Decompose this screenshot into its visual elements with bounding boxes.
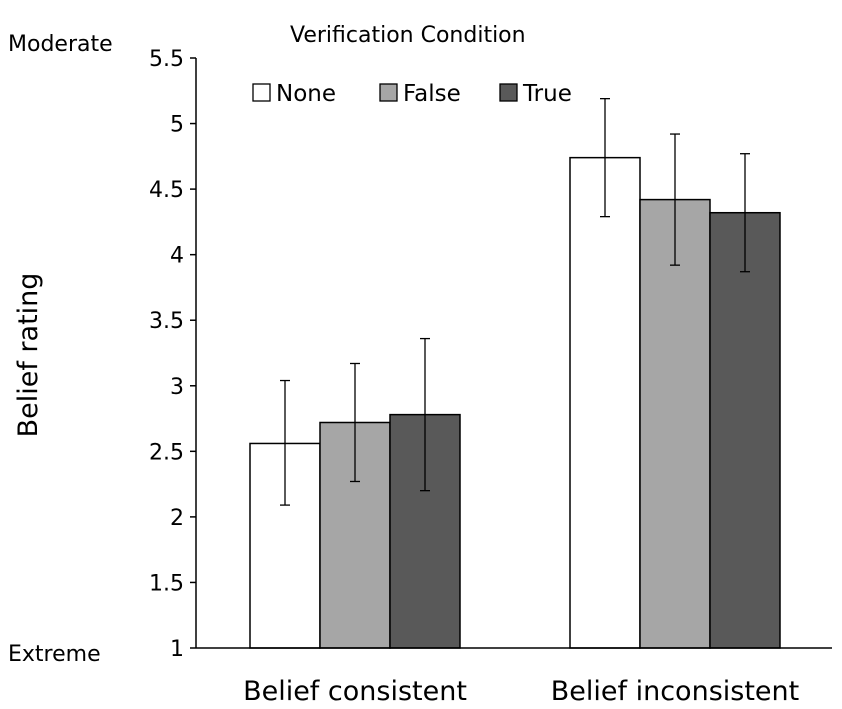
legend-label-true: True <box>522 81 572 107</box>
y-tick-label: 1 <box>170 637 184 662</box>
y-axis: 1 1.5 2 2.5 3 3.5 4 4.5 5 5.5 <box>149 47 197 662</box>
y-axis-label: Belief rating <box>13 273 44 438</box>
bar-true-2 <box>709 211 781 649</box>
y-anchor-label-top: Moderate <box>8 32 113 57</box>
error-bars <box>280 97 750 506</box>
y-tick-label: 3 <box>170 375 184 400</box>
legend-swatch-none <box>252 83 271 102</box>
legend-swatch-false <box>379 83 398 102</box>
y-tick-label: 2 <box>170 506 184 531</box>
y-tick-label: 5 <box>170 113 184 138</box>
bar-none-2 <box>569 156 641 649</box>
legend-label-none: None <box>276 81 336 107</box>
y-tick-label: 1.5 <box>149 571 184 596</box>
bar-false-2 <box>639 198 711 649</box>
y-tick-label: 4.5 <box>149 178 184 203</box>
x-axis: Belief consistent Belief inconsistent <box>196 647 832 707</box>
bars <box>249 156 781 649</box>
x-category-label: Belief consistent <box>243 676 467 707</box>
y-tick-label: 3.5 <box>149 309 184 334</box>
legend-label-false: False <box>403 81 461 107</box>
legend-swatch-true <box>499 83 518 102</box>
x-category-label: Belief inconsistent <box>551 676 799 707</box>
y-tick-label: 2.5 <box>149 440 184 465</box>
legend: None False True <box>252 81 572 107</box>
y-tick-label: 5.5 <box>149 47 184 72</box>
y-tick-label: 4 <box>170 244 184 269</box>
legend-title: Verification Condition <box>290 23 526 48</box>
y-anchor-label-bottom: Extreme <box>8 642 101 667</box>
